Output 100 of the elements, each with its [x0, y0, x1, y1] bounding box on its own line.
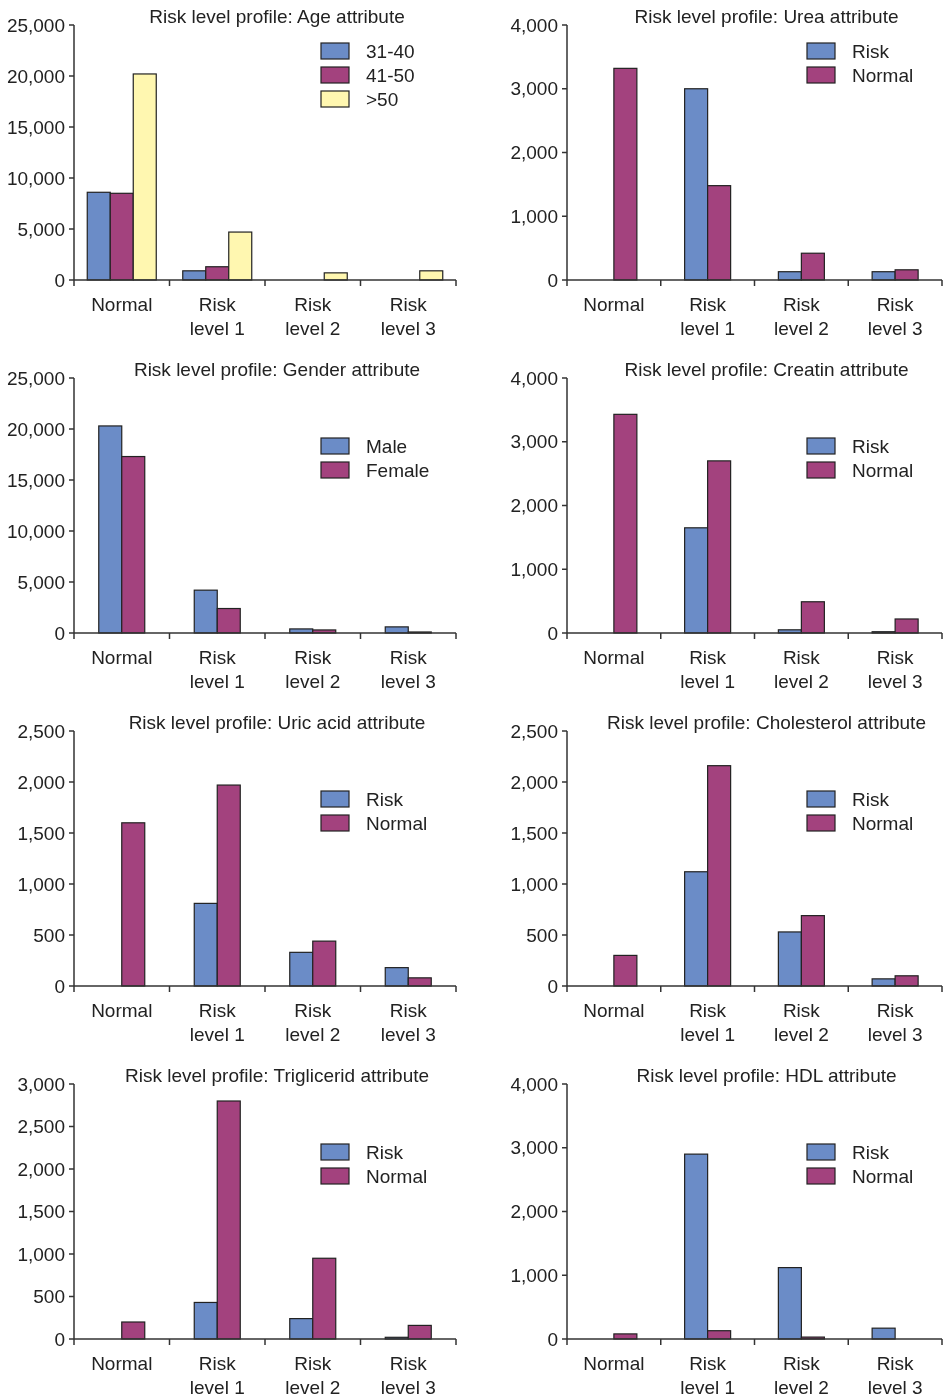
y-tick-label: 2,500	[17, 720, 65, 742]
legend-label: Risk	[852, 435, 890, 457]
legend-label: Risk	[852, 788, 890, 810]
x-tick-label: Risk level 1	[189, 294, 245, 339]
y-tick-label: 1,000	[510, 873, 558, 895]
x-tick-label: Normal	[583, 1000, 645, 1021]
x-tick-label: Normal	[583, 647, 645, 668]
y-tick-label: 10,000	[6, 167, 65, 189]
y-tick-label: 1,500	[17, 822, 65, 844]
y-tick-label: 0	[547, 975, 558, 997]
y-tick-label: 3,000	[510, 78, 558, 100]
y-tick-label: 25,000	[6, 367, 65, 389]
y-tick-label: 1,500	[510, 822, 558, 844]
y-tick-label: 2,500	[17, 1116, 65, 1138]
y-tick-label: 0	[547, 1328, 558, 1350]
y-tick-label: 2,500	[510, 720, 558, 742]
y-tick-label: 4,000	[510, 367, 558, 389]
y-tick-label: 20,000	[6, 418, 65, 440]
y-tick-label: 2,000	[17, 1158, 65, 1180]
x-tick-label: Risk level 3	[380, 1353, 436, 1397]
y-tick-label: 20,000	[6, 65, 65, 87]
legend-label: Risk	[852, 40, 890, 62]
y-tick-label: 4,000	[510, 1073, 558, 1095]
y-tick-label: 0	[547, 622, 558, 644]
y-tick-label: 15,000	[6, 469, 65, 491]
y-tick-label: 2,000	[510, 142, 558, 164]
legend-label: >50	[366, 88, 399, 110]
chart-title: Risk level profile: Cholesterol attribute	[607, 712, 926, 733]
x-tick-label: Risk level 3	[380, 294, 436, 339]
y-tick-label: 2,000	[17, 771, 65, 793]
legend-label: Normal	[852, 812, 914, 834]
x-tick-label: Risk level 1	[189, 1000, 245, 1045]
y-tick-label: 500	[33, 1286, 65, 1308]
x-tick-label: Risk level 3	[867, 647, 923, 692]
legend-label: Normal	[852, 459, 914, 481]
y-tick-label: 500	[33, 924, 65, 946]
legend-label: 41-50	[366, 64, 415, 86]
y-tick-label: 0	[54, 1328, 65, 1350]
y-tick-label: 1,500	[17, 1201, 65, 1223]
y-tick-label: 3,000	[510, 431, 558, 453]
x-tick-label: Risk level 2	[285, 1353, 341, 1397]
chart-title: Risk level profile: Urea attribute	[634, 6, 899, 27]
x-tick-label: Risk level 1	[680, 1353, 736, 1397]
x-tick-label: Risk level 3	[867, 1353, 923, 1397]
chart-title: Risk level profile: Uric acid attribute	[128, 712, 426, 733]
y-tick-label: 1,000	[510, 205, 558, 227]
x-tick-label: Normal	[91, 647, 153, 668]
y-tick-label: 3,000	[17, 1073, 65, 1095]
x-tick-label: Risk level 2	[285, 1000, 341, 1045]
legend-label: Risk	[852, 1141, 890, 1163]
y-tick-label: 0	[547, 269, 558, 291]
x-tick-label: Risk level 2	[773, 647, 829, 692]
x-tick-label: Risk level 3	[867, 1000, 923, 1045]
x-tick-label: Risk level 1	[680, 1000, 736, 1045]
x-tick-label: Risk level 3	[867, 294, 923, 339]
x-tick-label: Normal	[91, 294, 153, 315]
y-tick-label: 5,000	[17, 571, 65, 593]
x-tick-label: Risk level 3	[380, 1000, 436, 1045]
x-tick-label: Normal	[91, 1353, 153, 1374]
x-tick-label: Risk level 1	[680, 647, 736, 692]
x-tick-label: Normal	[91, 1000, 153, 1021]
y-tick-label: 1,000	[17, 873, 65, 895]
y-tick-label: 0	[54, 269, 65, 291]
y-tick-label: 3,000	[510, 1137, 558, 1159]
x-tick-label: Normal	[583, 294, 645, 315]
x-tick-label: Risk level 2	[285, 647, 341, 692]
x-tick-label: Risk level 2	[773, 1000, 829, 1045]
y-tick-label: 10,000	[6, 520, 65, 542]
y-tick-label: 0	[54, 622, 65, 644]
x-tick-label: Risk level 2	[773, 294, 829, 339]
chart-title: Risk level profile: Age attribute	[149, 6, 405, 27]
legend-label: Female	[366, 459, 430, 481]
chart-title: Risk level profile: Creatin attribute	[624, 359, 909, 380]
legend-label: Normal	[852, 64, 914, 86]
y-tick-label: 500	[526, 924, 558, 946]
chart-title: Risk level profile: HDL attribute	[636, 1065, 897, 1086]
x-tick-label: Normal	[583, 1353, 645, 1374]
y-tick-label: 2,000	[510, 771, 558, 793]
y-tick-label: 5,000	[17, 218, 65, 240]
y-tick-label: 4,000	[510, 14, 558, 36]
x-tick-label: Risk level 1	[189, 647, 245, 692]
y-tick-label: 0	[54, 975, 65, 997]
legend-label: Risk	[366, 1141, 404, 1163]
legend-label: Normal	[366, 1165, 428, 1187]
legend-label: 31-40	[366, 40, 415, 62]
chart-title: Risk level profile: Triglicerid attribute	[124, 1065, 430, 1086]
y-tick-label: 1,000	[510, 1264, 558, 1286]
y-tick-label: 2,000	[510, 1201, 558, 1223]
legend-label: Risk	[366, 788, 404, 810]
y-tick-label: 2,000	[510, 495, 558, 517]
y-tick-label: 1,000	[17, 1243, 65, 1265]
y-tick-label: 25,000	[6, 14, 65, 36]
legend-label: Normal	[852, 1165, 914, 1187]
x-tick-label: Risk level 3	[380, 647, 436, 692]
legend-label: Male	[366, 435, 408, 457]
x-tick-label: Risk level 1	[680, 294, 736, 339]
legend-label: Normal	[366, 812, 428, 834]
x-tick-label: Risk level 1	[189, 1353, 245, 1397]
x-tick-label: Risk level 2	[285, 294, 341, 339]
chart-title: Risk level profile: Gender attribute	[133, 359, 421, 380]
